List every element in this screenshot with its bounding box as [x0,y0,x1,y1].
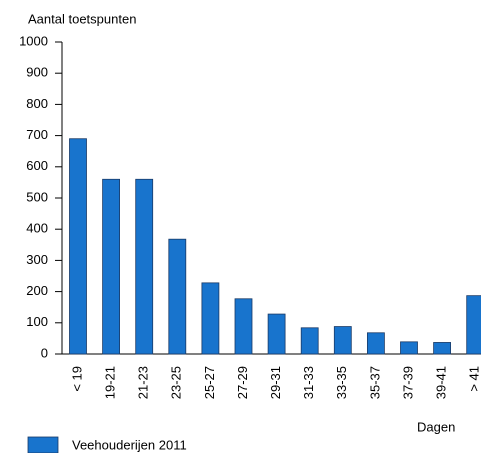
bar [300,327,319,355]
x-tick-label: 33-35 [334,366,349,399]
x-tick-label: 37-39 [400,366,415,399]
bar [466,295,481,355]
x-tick-label: 25-27 [202,366,217,399]
bar [267,313,286,355]
legend-swatch [27,436,59,453]
y-tick-label: 700 [26,127,48,142]
x-tick-label: 35-37 [367,366,382,399]
x-tick-label: 19-21 [103,366,118,399]
x-tick-label: 31-33 [301,366,316,399]
y-tick-label: 800 [26,96,48,111]
x-tick-label: 21-23 [136,366,151,399]
x-axis-label: Dagen [417,419,455,434]
bar [234,298,253,355]
y-tick-label: 200 [26,283,48,298]
y-tick-label: 1000 [19,33,48,48]
bar [333,326,352,355]
y-tick-label: 600 [26,158,48,173]
y-tick-label: 0 [41,345,48,360]
bar [400,341,418,355]
y-tick-label: 400 [26,221,48,236]
bar [366,332,385,355]
bar [69,138,87,355]
x-tick-label: < 19 [69,366,84,392]
x-tick-label: 29-31 [268,366,283,399]
x-tick-label: 27-29 [235,366,250,399]
bar [168,238,187,355]
y-tick-label: 500 [26,189,48,204]
y-tick-label: 100 [26,314,48,329]
y-tick-label: 900 [26,65,48,80]
bar [201,282,220,355]
bar [102,178,120,355]
x-tick-label: 23-25 [169,366,184,399]
y-tick-label: 300 [26,252,48,267]
x-tick-label: > 41 [467,366,481,392]
y-axis-label: Aantal toetspunten [28,11,136,26]
legend-label: Veehouderijen 2011 [72,437,187,452]
bar [433,342,452,355]
x-tick-label: 39-41 [434,366,449,399]
bar [135,178,154,355]
